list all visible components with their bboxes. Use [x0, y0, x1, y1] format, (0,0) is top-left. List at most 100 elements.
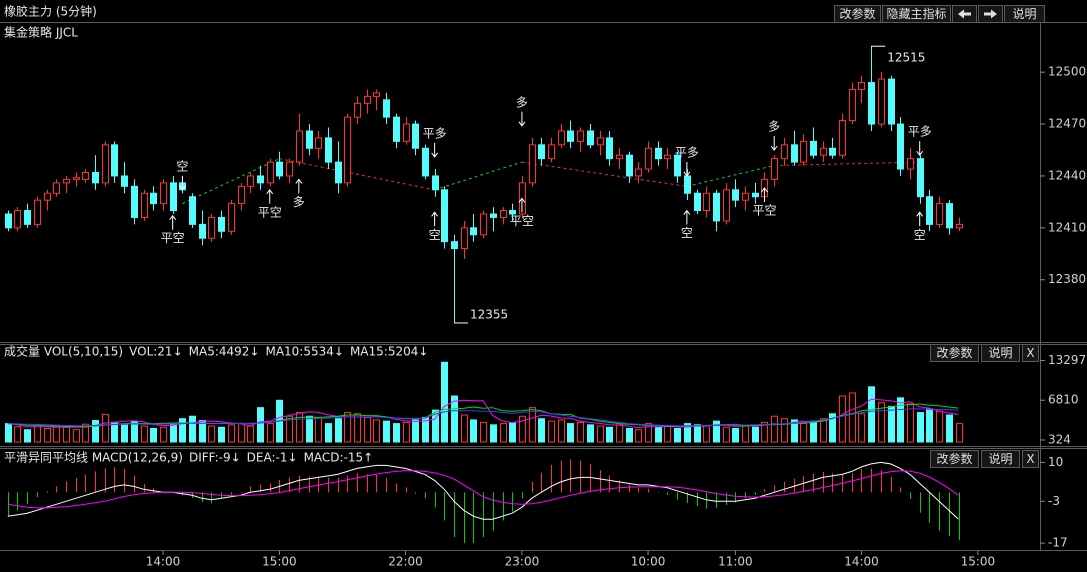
signal-arrow-head — [266, 188, 274, 195]
strategy-line — [686, 165, 775, 187]
arrow-right-icon[interactable] — [984, 9, 997, 19]
candle-body — [781, 144, 788, 160]
arrow-left-icon[interactable] — [958, 9, 971, 19]
button-label[interactable]: 改参数 — [936, 345, 972, 360]
candle-body — [403, 123, 410, 142]
candle-body — [936, 203, 943, 225]
volume-bar — [713, 420, 720, 443]
volume-bar — [306, 415, 313, 443]
volume-bar — [82, 423, 89, 443]
button-frame[interactable] — [1004, 5, 1045, 23]
candle-body — [189, 196, 196, 225]
candle-body — [111, 144, 118, 177]
button-label[interactable]: X — [1026, 346, 1034, 360]
signal-arrow-head — [431, 152, 439, 158]
candle-body — [160, 182, 167, 205]
button-frame[interactable] — [981, 344, 1020, 362]
signal-label: 空 — [681, 226, 693, 240]
candle-body — [34, 199, 41, 225]
button[interactable]: 说明 — [981, 344, 1020, 362]
candle-body — [315, 137, 322, 149]
signal-label: 多 — [293, 195, 305, 209]
button[interactable] — [952, 5, 977, 23]
button[interactable]: 改参数 — [930, 344, 979, 362]
button-label[interactable]: 说明 — [988, 345, 1012, 360]
volume-bar — [829, 413, 836, 443]
volume-bar — [664, 425, 671, 443]
candle-body — [490, 213, 497, 218]
button-label[interactable]: 说明 — [988, 451, 1012, 466]
strategy-label: 集金策略 JJCL — [4, 25, 78, 40]
signal-arrow-head — [169, 214, 177, 221]
volume-bar — [926, 408, 933, 443]
candle-body — [509, 210, 516, 215]
button-label[interactable]: 改参数 — [936, 451, 972, 466]
candle-body — [63, 178, 70, 184]
candle-body — [723, 189, 730, 222]
button[interactable]: 改参数 — [930, 450, 979, 468]
button-frame[interactable] — [930, 450, 979, 468]
x-tick-label: 14:00 — [844, 555, 879, 569]
button[interactable] — [978, 5, 1003, 23]
candle-body — [422, 147, 429, 177]
macd-line — [7, 470, 959, 509]
x-tick-label: 11:00 — [718, 555, 753, 569]
button[interactable]: 说明 — [1004, 5, 1045, 23]
signal-arrow-head — [916, 211, 924, 217]
candle-body — [451, 241, 458, 250]
volume-bar — [577, 421, 584, 443]
signal-arrow-head — [916, 150, 924, 157]
candle-body — [800, 140, 807, 163]
volume-bar — [102, 413, 109, 443]
volume-bar — [684, 423, 691, 443]
volume-bar — [461, 414, 468, 443]
signal-label: 平空 — [510, 214, 534, 228]
candle-body — [354, 102, 361, 118]
volume-bar — [238, 423, 245, 443]
x-tick-label: 14:00 — [146, 555, 181, 569]
button-label[interactable]: X — [1026, 452, 1034, 466]
button[interactable]: 隐藏主指标 — [882, 5, 951, 23]
button-label[interactable]: 改参数 — [839, 6, 875, 21]
candle-body — [344, 116, 351, 184]
volume-bar — [694, 424, 701, 443]
volume-bar — [354, 413, 361, 443]
candle-body — [44, 192, 51, 201]
button-label[interactable]: 隐藏主指标 — [886, 6, 946, 21]
volume-bar — [160, 426, 167, 443]
candle-body — [635, 168, 642, 177]
candle-body — [791, 144, 798, 163]
candle-body — [713, 192, 720, 222]
volume-bar — [703, 425, 710, 443]
signal-label: 多 — [516, 95, 528, 109]
button-frame[interactable] — [930, 344, 979, 362]
button-frame[interactable] — [834, 5, 881, 23]
button-label[interactable]: 说明 — [1012, 6, 1036, 21]
candle-body — [335, 161, 342, 184]
button[interactable]: X — [1022, 344, 1039, 362]
y-tick-label: 10 — [1048, 455, 1063, 469]
volume-bar — [44, 428, 51, 443]
button[interactable]: 说明 — [981, 450, 1020, 468]
button[interactable]: X — [1022, 450, 1039, 468]
volume-bar — [771, 415, 778, 443]
candle-body — [771, 158, 778, 180]
candle-body — [820, 147, 827, 156]
candle-body — [655, 147, 662, 160]
volume-bar — [63, 426, 70, 443]
candle-body — [276, 161, 283, 177]
button-frame[interactable] — [1022, 450, 1039, 468]
candle-body — [742, 192, 749, 201]
button-frame[interactable] — [882, 5, 951, 23]
button-frame[interactable] — [1022, 344, 1039, 362]
candle-body — [858, 82, 865, 90]
button-frame[interactable] — [981, 450, 1020, 468]
candle-body — [567, 130, 574, 142]
button[interactable]: 改参数 — [834, 5, 881, 23]
y-tick-label: 324 — [1048, 433, 1071, 447]
signal-label: 空 — [176, 159, 188, 173]
signal-label: 平空 — [161, 231, 185, 245]
candle-body — [470, 227, 477, 236]
candle-body — [238, 185, 245, 205]
